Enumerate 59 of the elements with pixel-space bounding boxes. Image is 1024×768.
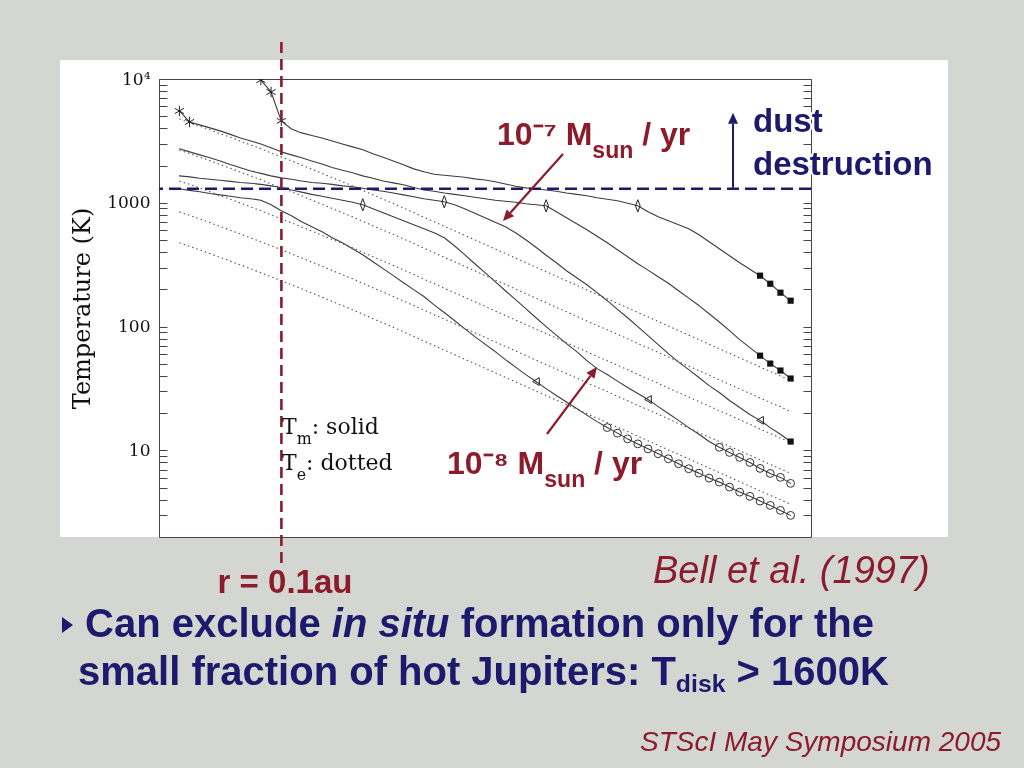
point	[756, 272, 764, 279]
point	[756, 415, 764, 425]
point	[266, 86, 277, 98]
point	[756, 352, 764, 359]
text: small fraction of hot Jupiters: T$_{disk}$ > 1600K	[78, 649, 889, 698]
annotation: 10⁻⁸ M$_{sun}$ / yr	[447, 445, 643, 492]
annotation: T$_{e}$: dotted	[282, 450, 393, 484]
point	[184, 116, 195, 128]
point	[735, 487, 745, 497]
point	[653, 449, 663, 459]
point	[623, 434, 633, 444]
point	[786, 478, 796, 488]
point	[787, 297, 794, 304]
point	[767, 280, 774, 287]
point	[714, 477, 724, 487]
annotation: 10⁻⁷ M$_{sun}$ / yr	[497, 116, 691, 163]
y-tick-label: 10⁴	[122, 68, 151, 89]
y-tick-label: 10	[128, 439, 151, 460]
y-tick-label: 100	[118, 316, 151, 337]
point	[787, 438, 794, 445]
point	[532, 377, 540, 386]
text: Bell et al. (1997)	[653, 549, 930, 591]
point	[755, 496, 765, 506]
text: STScI May Symposium 2005	[640, 726, 1002, 757]
point	[745, 458, 755, 467]
text: formation only for the	[460, 601, 875, 645]
point	[776, 505, 785, 515]
text: in situ	[331, 601, 450, 645]
point	[777, 289, 784, 296]
point	[777, 367, 784, 374]
point	[602, 423, 612, 433]
text: Can exclude	[85, 601, 321, 645]
point	[644, 395, 652, 404]
point	[725, 482, 734, 492]
point	[684, 464, 694, 474]
point	[786, 510, 796, 520]
point	[633, 439, 643, 449]
y-tick-label: 1000	[107, 192, 151, 213]
point	[674, 459, 683, 469]
point	[765, 500, 775, 510]
point	[694, 468, 704, 478]
point	[767, 360, 774, 367]
point	[643, 444, 653, 454]
point	[725, 448, 734, 457]
annotation: T$_{m}$: solid	[282, 414, 379, 448]
point	[663, 454, 673, 464]
point	[704, 473, 714, 483]
point	[776, 472, 785, 482]
line-series	[178, 242, 792, 505]
point	[765, 469, 775, 478]
point	[787, 375, 794, 382]
text: r = 0.1au	[217, 563, 353, 600]
point	[735, 453, 745, 462]
y-axis-title: Temperature (K)	[68, 207, 97, 410]
point	[745, 491, 755, 501]
point	[755, 463, 765, 473]
point	[613, 428, 622, 438]
point	[714, 442, 724, 452]
point	[174, 105, 185, 117]
